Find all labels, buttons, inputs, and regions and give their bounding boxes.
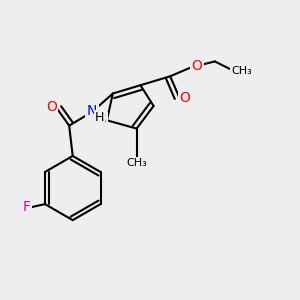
- Text: O: O: [191, 59, 203, 73]
- Text: CH₃: CH₃: [231, 66, 252, 76]
- Text: CH₃: CH₃: [127, 158, 148, 168]
- Text: S: S: [97, 113, 106, 127]
- Text: F: F: [22, 200, 31, 214]
- Text: N: N: [87, 104, 97, 118]
- Text: H: H: [95, 111, 104, 124]
- Text: O: O: [180, 91, 190, 105]
- Text: O: O: [46, 100, 57, 114]
